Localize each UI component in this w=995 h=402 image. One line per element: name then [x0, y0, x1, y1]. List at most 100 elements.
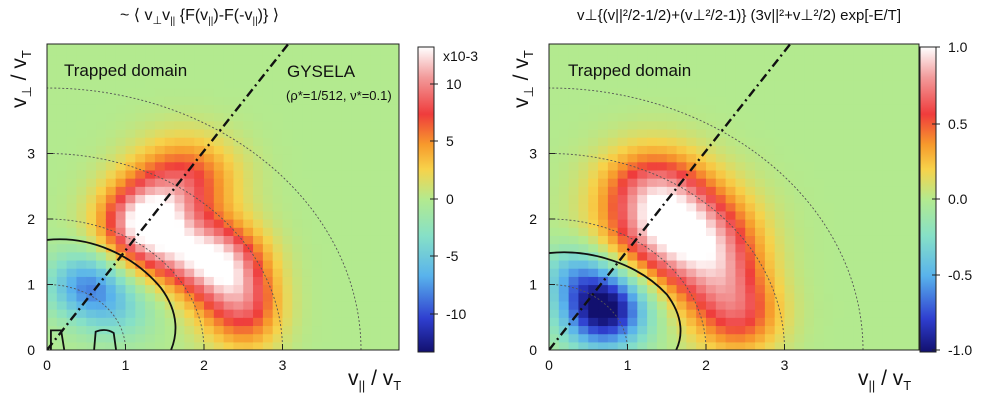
heat-cell	[253, 153, 264, 163]
heat-cell	[96, 235, 107, 245]
x-tick-label: 1	[122, 357, 130, 373]
heat-cell	[204, 268, 215, 277]
heat-cell	[568, 63, 580, 73]
heat-cell	[607, 63, 619, 73]
heat-cell	[253, 63, 264, 73]
heat-cell	[755, 202, 766, 212]
heat-cell	[696, 210, 707, 220]
heat-cell	[892, 317, 903, 327]
heat-cell	[784, 276, 795, 286]
heat-cell	[292, 268, 303, 277]
heat-cell	[253, 341, 264, 350]
heat-cell	[243, 104, 254, 114]
heat-cell	[370, 317, 382, 327]
heat-cell	[86, 79, 97, 89]
heat-cell	[804, 79, 815, 89]
heat-cell	[706, 161, 717, 171]
heat-cell	[164, 79, 176, 89]
heat-cell	[549, 79, 560, 89]
heat-cell	[902, 284, 913, 294]
heat-cell	[588, 137, 599, 146]
heat-cell	[558, 153, 570, 163]
heat-cell	[627, 292, 638, 302]
heat-cell	[370, 44, 382, 48]
heat-cell	[833, 333, 844, 343]
heat-cell	[637, 55, 648, 65]
heat-cell	[361, 284, 372, 294]
heat-cell	[549, 88, 560, 97]
heat-cell	[666, 325, 678, 335]
heat-cell	[706, 325, 717, 335]
heat-cell	[96, 194, 107, 204]
heat-cell	[380, 161, 392, 171]
heat-cell	[558, 317, 570, 327]
heat-cell	[755, 219, 766, 228]
heat-cell	[686, 47, 697, 56]
heat-cell	[341, 243, 352, 253]
heat-cell	[637, 128, 648, 138]
heat-cell	[262, 268, 274, 277]
heat-cell	[292, 333, 303, 343]
heat-cell	[627, 325, 638, 335]
left-plot-frame	[46, 43, 400, 351]
heat-cell	[853, 251, 864, 261]
heat-cell	[96, 161, 107, 171]
heat-cell	[164, 259, 176, 269]
heat-cell	[174, 153, 185, 163]
heat-cell	[105, 276, 117, 286]
heat-cell	[390, 325, 399, 335]
colorbar-tick-label: -1.0	[948, 342, 972, 358]
heat-cell	[233, 55, 244, 65]
heat-cell	[292, 210, 303, 220]
heat-cell	[843, 79, 854, 89]
heat-cell	[872, 96, 884, 105]
heat-cell	[253, 292, 264, 302]
heat-cell	[764, 268, 776, 277]
heat-cell	[715, 137, 727, 146]
heat-cell	[76, 63, 87, 73]
heat-cell	[243, 194, 254, 204]
heat-cell	[755, 88, 766, 97]
heat-cell	[676, 169, 687, 179]
heat-cell	[823, 153, 835, 163]
colorbar-tick-label: -10	[446, 306, 466, 322]
heat-cell	[578, 259, 589, 269]
heat-cell	[863, 161, 874, 171]
heat-cell	[774, 128, 786, 138]
heat-cell	[253, 137, 264, 146]
heat-cell	[607, 341, 619, 350]
heat-cell	[833, 153, 844, 163]
right-overlays	[549, 44, 864, 350]
heat-cell	[558, 309, 570, 318]
heat-cell	[96, 47, 107, 56]
heat-cell	[370, 79, 382, 89]
heat-cell	[833, 145, 844, 155]
heat-cell	[706, 104, 717, 114]
heat-cell	[598, 137, 609, 146]
heat-cell	[813, 284, 825, 294]
heat-cell	[794, 309, 805, 318]
heat-cell	[833, 47, 844, 56]
heat-cell	[213, 161, 225, 171]
heat-cell	[794, 194, 805, 204]
heat-cell	[784, 284, 795, 294]
heat-cell	[598, 71, 609, 81]
heat-cell	[686, 63, 697, 73]
heat-cell	[370, 137, 382, 146]
heat-cell	[892, 292, 903, 302]
heat-cell	[272, 235, 284, 245]
colorbar-tick-label: -5	[446, 248, 459, 264]
heat-cell	[351, 178, 362, 187]
heat-cell	[647, 153, 658, 163]
heat-cell	[823, 186, 835, 196]
heat-cell	[872, 309, 884, 318]
heat-cell	[813, 227, 825, 236]
heat-cell	[262, 276, 274, 286]
heat-cell	[292, 317, 303, 327]
heat-cell	[647, 79, 658, 89]
heat-cell	[627, 284, 638, 294]
heat-cell	[341, 284, 352, 294]
heat-cell	[164, 88, 176, 97]
heat-cell	[253, 44, 264, 48]
